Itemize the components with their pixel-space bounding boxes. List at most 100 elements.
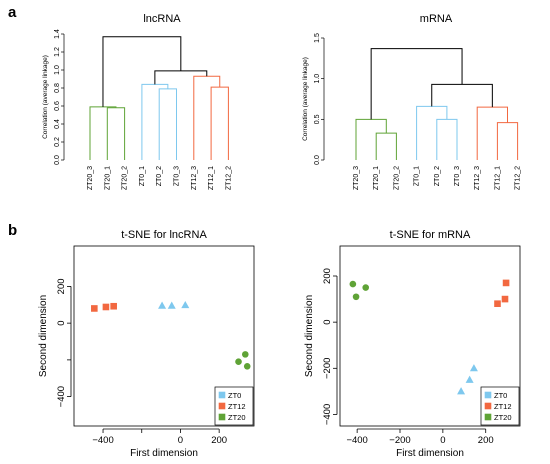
data-point-zt0 (181, 300, 190, 309)
y-tick-label: 1.5 (314, 33, 321, 43)
data-point-zt0 (167, 301, 176, 309)
dendrogram-branch-zt20 (106, 107, 126, 160)
dendrogram-branch-zt0 (141, 83, 169, 160)
data-point-zt12 (494, 300, 501, 307)
data-point-zt12 (110, 302, 117, 310)
panel-label-b: b (8, 222, 17, 239)
y-axis-label: Correlation (average linkage) (42, 55, 49, 139)
legend-swatch-zt0 (484, 391, 492, 399)
leaf-label: ZT0_3 (454, 166, 461, 186)
legend-label: ZT12 (494, 402, 512, 411)
y-axis-label: Second dimension (38, 295, 49, 377)
x-tick-label: −200 (389, 435, 410, 446)
leaf-label: ZT0_3 (174, 166, 181, 186)
y-tick-label: 1.0 (314, 74, 321, 84)
y-tick-label: 0.2 (54, 137, 61, 147)
leaf-label: ZT0_2 (434, 166, 441, 186)
data-point-zt12 (102, 303, 110, 311)
data-point-zt20 (241, 351, 249, 358)
y-tick-label: 0.0 (314, 155, 321, 165)
dendrogram-branch-zt12 (193, 75, 221, 160)
chart-title: mRNA (420, 13, 453, 25)
leaf-label: ZT20_1 (104, 166, 111, 190)
y-tick-label: −200 (322, 358, 333, 379)
y-tick-label: 0 (322, 320, 333, 325)
legend-swatch-zt12 (218, 402, 226, 410)
leaf-label: ZT12_2 (225, 166, 232, 190)
x-tick-label: 200 (211, 435, 227, 446)
x-tick-label: −400 (346, 435, 367, 446)
dendrogram-branch-zt20 (355, 118, 387, 160)
leaf-label: ZT20_3 (353, 166, 360, 190)
dendrogram-branch-zt12 (210, 86, 229, 160)
leaf-label: ZT20_2 (393, 166, 400, 190)
data-point-zt20 (243, 363, 251, 370)
dendrogram-mrna: mRNA 0.0 0.5 1.0 1.5 Correlation (average lin… (302, 13, 522, 190)
x-tick-label: 0 (440, 435, 445, 446)
panel-label-a: a (8, 4, 17, 21)
dendrogram-branch-zt0 (416, 105, 448, 160)
legend-label: ZT20 (228, 413, 246, 422)
legend-label: ZT0 (494, 391, 507, 400)
y-axis-label: Second dimension (304, 295, 315, 377)
legend-label: ZT12 (228, 402, 246, 411)
leaf-label: ZT20_1 (373, 166, 380, 190)
tsne-plot-mrna: t-SNE for mRNA −400 −200 0 200 First dimensio… (304, 229, 521, 459)
dendrogram-branch-root (102, 36, 182, 107)
dendrogram-branch-root (370, 48, 463, 120)
tsne-plot-lncrna: t-SNE for lncRNA −400 0 200 First dimension −… (38, 229, 255, 459)
y-tick-label: 1.0 (54, 65, 61, 75)
y-axis-label: Correlation (average linkage) (302, 57, 309, 141)
data-point-zt0 (158, 301, 167, 309)
data-point-zt20 (362, 284, 370, 291)
y-tick-label: 200 (56, 278, 67, 294)
data-point-zt0 (465, 375, 474, 383)
chart-title: lncRNA (143, 13, 181, 25)
y-tick-label: 0.5 (314, 114, 321, 124)
plot-frame (339, 245, 521, 427)
dendrogram-branch-zt0 (436, 118, 458, 160)
x-tick-label: 0 (178, 435, 183, 446)
data-point-zt12 (501, 295, 509, 303)
x-tick-label: −400 (92, 435, 113, 446)
data-point-zt20 (235, 358, 242, 366)
chart-title: t-SNE for mRNA (390, 229, 471, 241)
dendrogram-branch-zt0 (158, 88, 177, 160)
chart-title: t-SNE for lncRNA (121, 229, 207, 241)
legend-label: ZT20 (494, 413, 512, 422)
leaf-label: ZT12_2 (515, 166, 522, 190)
dendrogram-branch-zt20 (375, 132, 397, 160)
dendrogram-branch-zt12 (476, 106, 508, 160)
legend-swatch-zt20 (484, 413, 492, 421)
leaf-label: ZT20_2 (122, 166, 129, 190)
data-point-zt20 (349, 280, 357, 288)
leaf-label: ZT12_3 (474, 166, 481, 190)
dendrogram-branch-zt20 (89, 106, 117, 160)
leaf-label: ZT12_1 (494, 166, 501, 190)
legend-swatch-zt0 (218, 391, 226, 399)
y-tick-label: 0.6 (54, 101, 61, 111)
leaf-label: ZT0_1 (414, 166, 421, 186)
dendrogram-branch-root (154, 70, 208, 85)
legend-swatch-zt12 (484, 402, 492, 410)
y-tick-label: 1.4 (54, 29, 61, 39)
leaf-label: ZT12_3 (191, 166, 198, 190)
plot-frame (73, 245, 255, 427)
leaf-label: ZT12_1 (208, 166, 215, 190)
y-tick-label: 0 (56, 320, 67, 325)
leaf-label: ZT20_3 (87, 166, 94, 190)
x-axis-label: First dimension (396, 448, 464, 459)
y-tick-label: 200 (322, 268, 333, 284)
data-point-zt12 (91, 305, 98, 312)
y-tick-label: 1.2 (54, 47, 61, 57)
y-tick-label: −400 (56, 386, 67, 407)
y-tick-label: 0.4 (54, 119, 61, 129)
x-axis-label: First dimension (130, 448, 198, 459)
y-tick-label: 0.8 (54, 83, 61, 93)
leaf-label: ZT0_2 (156, 166, 163, 186)
x-tick-label: 200 (478, 435, 494, 446)
dendrogram-branch-root (431, 83, 493, 108)
y-tick-label: 0.0 (54, 155, 61, 165)
data-point-zt0 (469, 364, 478, 372)
